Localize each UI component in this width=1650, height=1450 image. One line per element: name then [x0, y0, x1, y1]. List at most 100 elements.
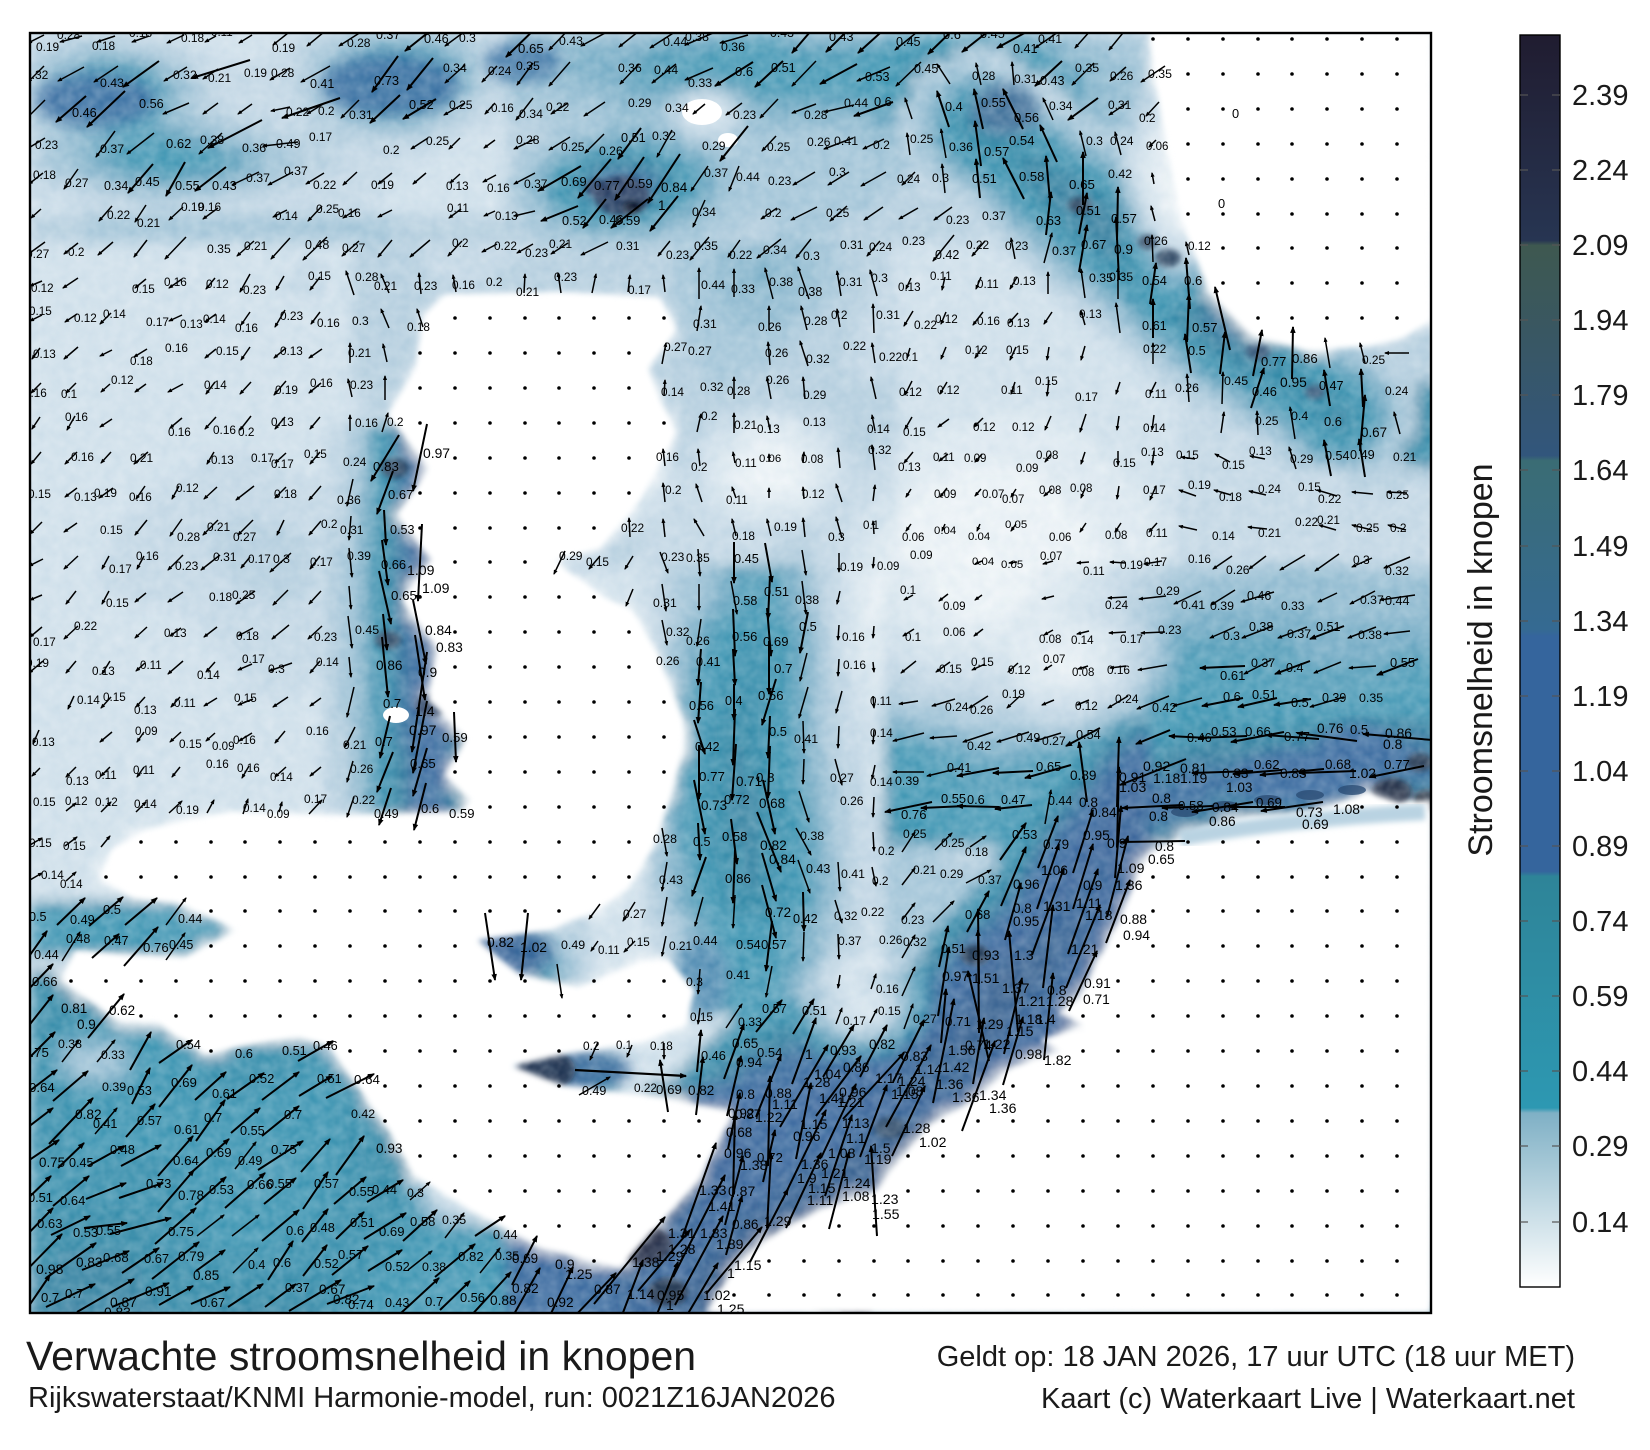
svg-text:0.97: 0.97: [423, 445, 450, 461]
svg-text:0.84: 0.84: [425, 623, 452, 638]
svg-text:0.2: 0.2: [238, 425, 254, 439]
svg-text:0.51: 0.51: [941, 941, 966, 956]
svg-text:0.46: 0.46: [313, 1039, 338, 1053]
svg-text:0.2: 0.2: [452, 236, 469, 250]
svg-text:0.12: 0.12: [206, 278, 229, 291]
svg-text:0.48: 0.48: [66, 932, 90, 946]
svg-text:0.56: 0.56: [1014, 110, 1039, 125]
svg-text:0.16: 0.16: [233, 734, 256, 747]
svg-text:0.53: 0.53: [127, 1083, 152, 1098]
svg-text:0.29: 0.29: [803, 388, 827, 402]
svg-text:0.79: 0.79: [1043, 837, 1069, 852]
svg-text:0.61: 0.61: [174, 1122, 199, 1137]
svg-text:1.19: 1.19: [1180, 770, 1207, 786]
svg-text:0.23: 0.23: [350, 378, 374, 392]
svg-text:0.42: 0.42: [793, 912, 818, 926]
svg-text:0.49: 0.49: [582, 1084, 606, 1098]
svg-text:0.21: 0.21: [207, 520, 231, 534]
svg-text:0.13: 0.13: [1249, 445, 1272, 458]
svg-text:0.67: 0.67: [200, 1295, 225, 1310]
svg-text:1.02: 1.02: [520, 939, 547, 955]
svg-text:0.68: 0.68: [103, 1250, 129, 1265]
svg-text:0.14: 0.14: [60, 878, 83, 891]
svg-text:0.1: 0.1: [905, 631, 921, 644]
svg-text:0.43: 0.43: [806, 862, 830, 876]
svg-text:0.85: 0.85: [193, 1268, 219, 1283]
svg-text:0.84: 0.84: [1212, 800, 1239, 815]
svg-text:0.11: 0.11: [95, 769, 117, 782]
svg-text:0.16: 0.16: [656, 450, 679, 464]
svg-text:0.62: 0.62: [109, 1003, 135, 1018]
svg-text:0.72: 0.72: [757, 1150, 783, 1165]
svg-text:0.16: 0.16: [338, 207, 361, 220]
svg-text:0.18: 0.18: [209, 590, 233, 604]
svg-text:0.25: 0.25: [449, 98, 473, 112]
svg-text:0.53: 0.53: [1211, 724, 1236, 739]
svg-text:0.13: 0.13: [898, 461, 921, 474]
svg-text:0.22: 0.22: [352, 793, 376, 807]
svg-text:0.7: 0.7: [204, 1110, 222, 1125]
svg-text:0.11: 0.11: [735, 457, 757, 470]
svg-text:0.45: 0.45: [355, 623, 379, 637]
svg-text:0.13: 0.13: [92, 665, 115, 678]
svg-text:0.28: 0.28: [727, 384, 751, 398]
svg-text:0.16: 0.16: [317, 317, 340, 330]
svg-text:0.32: 0.32: [173, 68, 197, 82]
svg-text:0.22: 0.22: [313, 178, 337, 192]
svg-text:0.04: 0.04: [934, 525, 956, 537]
svg-text:0.14: 0.14: [134, 798, 157, 811]
svg-text:0.62: 0.62: [1254, 757, 1279, 772]
svg-text:0.18: 0.18: [92, 39, 116, 53]
svg-text:0.51: 0.51: [1252, 688, 1277, 702]
svg-text:0.14: 0.14: [270, 771, 293, 784]
svg-text:0.12: 0.12: [965, 344, 988, 357]
svg-text:0.36: 0.36: [721, 40, 745, 54]
svg-text:0.19: 0.19: [94, 486, 117, 500]
svg-text:0.13: 0.13: [280, 345, 303, 358]
svg-text:0.18: 0.18: [130, 355, 153, 368]
svg-text:0.23: 0.23: [554, 270, 578, 284]
svg-text:0.27: 0.27: [830, 771, 854, 785]
svg-text:0.15: 0.15: [100, 524, 123, 537]
svg-text:0.49: 0.49: [1350, 448, 1375, 462]
svg-text:1.15: 1.15: [1006, 1023, 1034, 1039]
svg-text:0.69: 0.69: [512, 1251, 538, 1266]
svg-text:0.23: 0.23: [1158, 623, 1182, 637]
svg-text:2.39: 2.39: [1572, 80, 1628, 112]
svg-text:0.09: 0.09: [877, 561, 899, 573]
svg-text:0.12: 0.12: [74, 312, 97, 325]
svg-text:0.67: 0.67: [388, 487, 413, 502]
svg-text:0.84: 0.84: [661, 180, 688, 195]
svg-text:0.37: 0.37: [978, 873, 1002, 887]
svg-text:0.1: 0.1: [900, 584, 916, 597]
svg-text:0.48: 0.48: [110, 1142, 135, 1157]
svg-text:0.21: 0.21: [1258, 526, 1282, 540]
svg-text:0.53: 0.53: [1012, 827, 1037, 842]
svg-text:0.14: 0.14: [243, 802, 266, 815]
svg-text:0.23: 0.23: [314, 630, 338, 644]
svg-text:0.65: 0.65: [518, 41, 544, 56]
svg-text:0.16: 0.16: [206, 758, 229, 771]
svg-text:0.14: 0.14: [316, 656, 339, 669]
svg-text:0.16: 0.16: [165, 341, 188, 355]
svg-text:0.5: 0.5: [1291, 696, 1309, 710]
svg-text:0.17: 0.17: [309, 130, 333, 144]
svg-text:0.56: 0.56: [758, 688, 783, 703]
svg-text:0.24: 0.24: [1385, 384, 1409, 398]
svg-text:0.14: 0.14: [103, 308, 126, 321]
svg-text:0.24: 0.24: [488, 64, 512, 78]
svg-text:0.11: 0.11: [1083, 565, 1105, 578]
svg-text:0.43: 0.43: [212, 179, 237, 193]
svg-text:0.31: 0.31: [340, 523, 364, 537]
svg-text:0.2: 0.2: [321, 517, 338, 531]
svg-text:1.08: 1.08: [1333, 801, 1360, 817]
svg-text:0.23: 0.23: [1005, 239, 1029, 253]
svg-text:0.2: 0.2: [318, 104, 335, 118]
svg-text:0.24: 0.24: [1110, 134, 1134, 148]
svg-text:0.3: 0.3: [932, 171, 949, 185]
svg-text:0.96: 0.96: [1013, 877, 1040, 892]
svg-text:0.38: 0.38: [795, 593, 819, 607]
svg-text:0.13: 0.13: [134, 704, 157, 717]
svg-text:0.29: 0.29: [1290, 452, 1314, 466]
svg-text:0.11: 0.11: [140, 659, 162, 672]
